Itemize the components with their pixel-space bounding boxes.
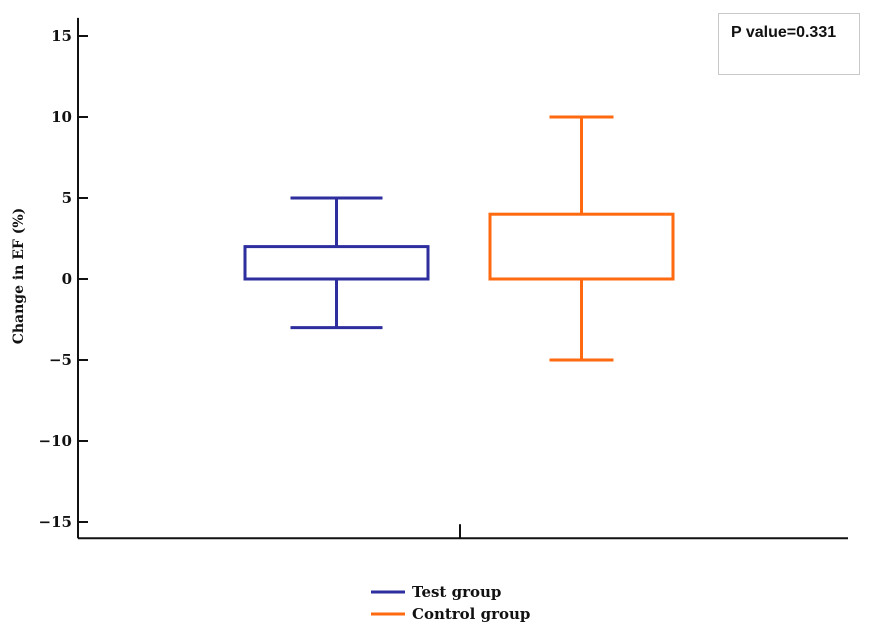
- y-tick-label: −5: [49, 351, 72, 369]
- y-tick-label: −10: [39, 432, 72, 450]
- axes: [77, 17, 848, 540]
- y-axis-label: Change in EF (%): [11, 208, 27, 345]
- y-tick-label: 5: [62, 189, 72, 207]
- box-test-group: [243, 196, 430, 330]
- legend: Test group Control group: [371, 583, 530, 623]
- y-tick-label: 0: [62, 270, 72, 288]
- legend-label: Control group: [412, 605, 530, 623]
- p-value-text: P value=0.331: [731, 24, 837, 41]
- y-ticks: 15 10 5 0 −5 −10 −15: [39, 27, 88, 531]
- box-body: [488, 212, 675, 281]
- y-tick-label: 15: [51, 27, 72, 45]
- legend-label: Test group: [412, 583, 501, 601]
- y-tick-label: −15: [39, 513, 72, 531]
- y-tick-label: 10: [51, 108, 72, 126]
- box-control-group: [488, 115, 675, 362]
- p-value-box: P value=0.331: [718, 13, 860, 75]
- box-body: [243, 245, 430, 281]
- boxes: [243, 115, 675, 362]
